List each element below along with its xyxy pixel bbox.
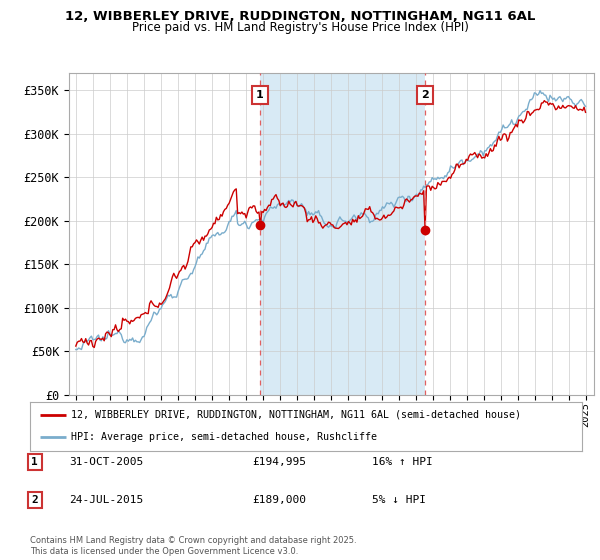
Text: Price paid vs. HM Land Registry's House Price Index (HPI): Price paid vs. HM Land Registry's House … [131, 21, 469, 34]
Text: 5% ↓ HPI: 5% ↓ HPI [372, 495, 426, 505]
Text: £194,995: £194,995 [252, 457, 306, 467]
Text: 12, WIBBERLEY DRIVE, RUDDINGTON, NOTTINGHAM, NG11 6AL: 12, WIBBERLEY DRIVE, RUDDINGTON, NOTTING… [65, 10, 535, 23]
Text: 16% ↑ HPI: 16% ↑ HPI [372, 457, 433, 467]
Text: 24-JUL-2015: 24-JUL-2015 [69, 495, 143, 505]
Text: £189,000: £189,000 [252, 495, 306, 505]
Text: HPI: Average price, semi-detached house, Rushcliffe: HPI: Average price, semi-detached house,… [71, 432, 377, 442]
Text: Contains HM Land Registry data © Crown copyright and database right 2025.
This d: Contains HM Land Registry data © Crown c… [30, 536, 356, 556]
Text: 2: 2 [421, 90, 429, 100]
Text: 1: 1 [256, 90, 263, 100]
Text: 31-OCT-2005: 31-OCT-2005 [69, 457, 143, 467]
Text: 1: 1 [31, 457, 38, 467]
Text: 12, WIBBERLEY DRIVE, RUDDINGTON, NOTTINGHAM, NG11 6AL (semi-detached house): 12, WIBBERLEY DRIVE, RUDDINGTON, NOTTING… [71, 410, 521, 420]
Text: 2: 2 [31, 495, 38, 505]
